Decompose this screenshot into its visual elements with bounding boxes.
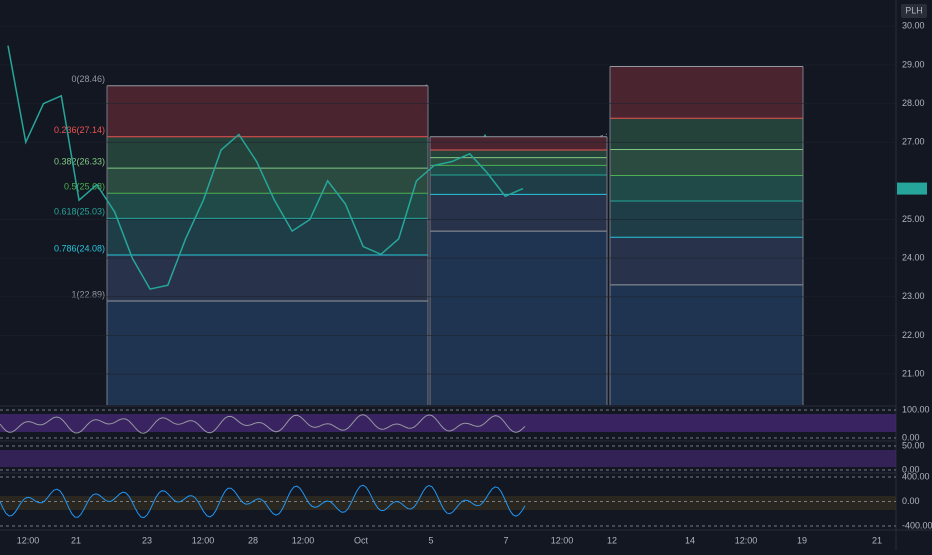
fib-band — [430, 157, 607, 166]
fib-band — [430, 194, 607, 232]
x-tick-label: 12:00 — [551, 535, 574, 545]
fib-band — [610, 175, 803, 201]
fib-band — [107, 193, 428, 219]
x-tick-label: 12 — [607, 535, 617, 545]
y-tick-label: 29.00 — [902, 59, 925, 69]
y-tick-label: 22.00 — [902, 330, 925, 340]
fib-band — [610, 237, 803, 285]
x-tick-label: 12:00 — [17, 535, 40, 545]
price-line — [7, 45, 524, 290]
indicator-tick-label: 0.00 — [902, 496, 920, 506]
currency: PLH — [905, 5, 923, 15]
fib-band — [107, 168, 428, 194]
x-tick-label: 21 — [872, 535, 882, 545]
x-tick-label: 19 — [797, 535, 807, 545]
x-tick-label: 5 — [428, 535, 433, 545]
indicator-tick-label: 50.00 — [902, 440, 925, 450]
indicator-tick-label: 100.00 — [902, 404, 930, 414]
indicator-line — [0, 414, 526, 434]
fib-label: 0.786(24.08) — [54, 243, 105, 253]
fib-band — [430, 175, 607, 195]
y-tick-label: 23.00 — [902, 291, 925, 301]
fib-label: 0(28.46) — [71, 74, 105, 84]
y-tick-label: 25.00 — [902, 214, 925, 224]
fib-band — [610, 149, 803, 176]
indicator-tick-label: 0.00 — [902, 464, 920, 474]
fib-label: 1(22.89) — [71, 289, 105, 299]
last-price-marker — [897, 182, 927, 195]
x-tick-label: 28 — [248, 535, 258, 545]
indicator-tick-label: 400.00 — [902, 471, 930, 481]
x-tick-label: 14 — [685, 535, 695, 545]
fib-band — [430, 136, 607, 150]
fib-band — [430, 165, 607, 176]
indicator-band — [0, 414, 896, 432]
y-tick-label: 30.00 — [902, 21, 925, 31]
y-tick-label: 27.00 — [902, 137, 925, 147]
y-tick-label: 21.00 — [902, 368, 925, 378]
y-tick-label: 24.00 — [902, 253, 925, 263]
fib-label: 0.5(25.68) — [64, 182, 105, 192]
fib-label: 0.236(27.14) — [54, 125, 105, 135]
y-tick-label: 28.00 — [902, 98, 925, 108]
x-tick-label: 23 — [142, 535, 152, 545]
fib-label: 0.382(26.33) — [54, 156, 105, 166]
indicator-band — [0, 496, 896, 510]
indicator-tick-label: -400.00 — [902, 520, 932, 530]
fib-band — [107, 136, 428, 169]
fib-label: 0.618(25.03) — [54, 207, 105, 217]
fib-band — [610, 66, 803, 119]
x-tick-label: 12:00 — [192, 535, 215, 545]
fib-band — [107, 218, 428, 256]
indicator-tick-label: 0.00 — [902, 432, 920, 442]
fib-band — [430, 149, 607, 158]
x-tick-label: 12:00 — [735, 535, 758, 545]
fib-band — [107, 255, 428, 302]
x-tick-label: 12:00 — [292, 535, 315, 545]
indicator-line — [0, 484, 526, 519]
fib-band — [107, 85, 428, 137]
x-tick-label: 7 — [503, 535, 508, 545]
indicator-band — [0, 450, 896, 467]
x-tick-label: Oct — [354, 535, 369, 545]
x-tick-label: 21 — [71, 535, 81, 545]
currency-badge — [901, 4, 927, 18]
fib-band — [610, 118, 803, 150]
